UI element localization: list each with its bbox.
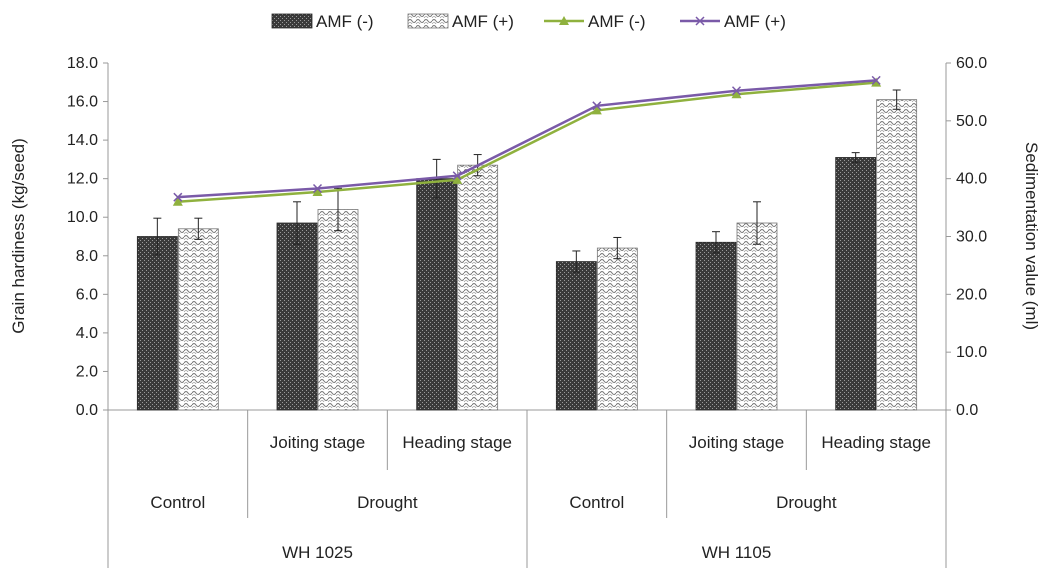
y-tick-label: 12.0 bbox=[67, 171, 98, 188]
y-tick-label: 2.0 bbox=[76, 363, 98, 380]
y-tick-label: 8.0 bbox=[76, 248, 98, 265]
y-tick-label: 16.0 bbox=[67, 94, 98, 111]
axes: 0.0 2.0 4.0 6.0 8.0 10.0 12.0 14.0 16.0 18.0 0.0 10… bbox=[67, 55, 987, 419]
y-tick-label: 6.0 bbox=[76, 286, 98, 303]
category-label-treatment: Drought bbox=[776, 493, 837, 512]
y2-tick-label: 50.0 bbox=[956, 113, 987, 130]
y2-tick-label: 30.0 bbox=[956, 229, 987, 246]
series-line bbox=[177, 81, 877, 204]
legend-swatch bbox=[407, 13, 449, 29]
line-point bbox=[731, 89, 742, 99]
category-label-treatment: Control bbox=[569, 493, 624, 512]
category-label-treatment: Control bbox=[150, 493, 205, 512]
bar bbox=[876, 99, 918, 411]
line-point bbox=[173, 192, 183, 202]
bar bbox=[835, 157, 877, 411]
bar bbox=[695, 241, 737, 411]
category-label-treatment: Drought bbox=[357, 493, 418, 512]
category-label-stage: Heading stage bbox=[821, 433, 931, 452]
line-point bbox=[592, 101, 602, 111]
line-point bbox=[871, 77, 882, 87]
bar bbox=[416, 178, 458, 411]
category-labels: Joiting stage Heading stage Joiting stage H… bbox=[107, 410, 947, 568]
bars bbox=[136, 99, 918, 411]
category-label-stage: Joiting stage bbox=[689, 433, 784, 452]
legend-label: AMF (-) bbox=[588, 12, 646, 31]
bar bbox=[276, 222, 318, 411]
y-tick-label: 14.0 bbox=[67, 132, 98, 149]
legend-swatch bbox=[271, 13, 313, 29]
line-point bbox=[312, 183, 323, 194]
category-label-genotype: WH 1025 bbox=[282, 543, 353, 562]
y-tick-label: 0.0 bbox=[76, 402, 98, 419]
category-label-stage: Heading stage bbox=[402, 433, 512, 452]
bar bbox=[555, 261, 597, 411]
y2-tick-label: 10.0 bbox=[956, 344, 987, 361]
error-bars bbox=[153, 89, 901, 273]
y2-axis-title: Sedimentation value (ml) bbox=[1022, 142, 1041, 330]
y2-tick-label: 40.0 bbox=[956, 171, 987, 188]
line-point bbox=[172, 196, 183, 206]
bar bbox=[457, 164, 499, 411]
line-point bbox=[731, 86, 742, 96]
series-line bbox=[177, 79, 877, 199]
y2-tick-label: 0.0 bbox=[956, 402, 978, 419]
legend-marker bbox=[695, 16, 705, 26]
category-label-genotype: WH 1105 bbox=[702, 543, 772, 562]
y2-tick-label: 60.0 bbox=[956, 55, 987, 72]
legend-label: AMF (-) bbox=[316, 12, 374, 31]
line-point bbox=[452, 174, 463, 184]
legend-label: AMF (+) bbox=[724, 12, 786, 31]
line-point bbox=[871, 75, 881, 85]
y-tick-label: 4.0 bbox=[76, 325, 98, 342]
bar bbox=[736, 222, 778, 411]
line-point bbox=[452, 171, 462, 181]
y-axis-title: Grain hardiness (kg/seed) bbox=[9, 138, 28, 334]
line-point bbox=[591, 105, 602, 115]
y-tick-label: 10.0 bbox=[67, 209, 98, 226]
category-label-stage: Joiting stage bbox=[270, 433, 365, 452]
line-point bbox=[312, 186, 323, 196]
legend: AMF (-) AMF (+) AMF (-) AMF (+) bbox=[271, 12, 786, 31]
legend-label: AMF (+) bbox=[452, 12, 514, 31]
bar bbox=[317, 209, 359, 411]
y2-tick-label: 20.0 bbox=[956, 286, 987, 303]
bar bbox=[136, 236, 178, 411]
bar bbox=[596, 247, 638, 411]
lines bbox=[172, 75, 882, 206]
y-tick-label: 18.0 bbox=[67, 55, 98, 72]
legend-marker bbox=[559, 16, 569, 25]
bar bbox=[177, 228, 219, 411]
